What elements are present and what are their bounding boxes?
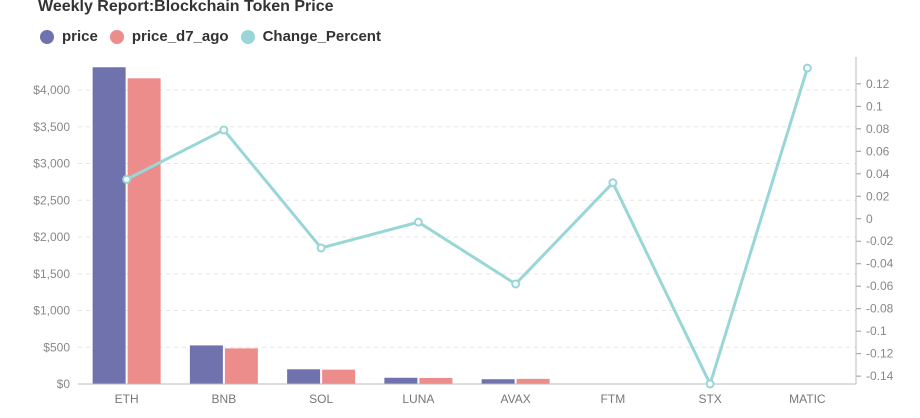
x-tick-label: FTM (601, 392, 626, 406)
legend-label-price-d7-ago: price_d7_ago (131, 28, 229, 45)
y-left-tick-label: $0 (57, 377, 71, 391)
y-right-tick-label: -0.14 (866, 369, 894, 383)
y-right-tick-label: 0.08 (866, 122, 890, 136)
point-change-percent-matic (802, 63, 812, 73)
y-left-tick-label: $500 (43, 340, 70, 354)
bar-price-d7-ago-avax (516, 378, 550, 384)
legend-label-price: price (62, 28, 98, 45)
y-right-tick-label: 0.1 (866, 99, 883, 113)
y-left-tick-label: $3,500 (33, 120, 70, 134)
x-tick-label: BNB (212, 392, 237, 406)
y-right-tick-label: -0.1 (866, 324, 887, 338)
y-right-tick-label: -0.08 (866, 302, 894, 316)
y-left-tick-label: $1,500 (33, 267, 70, 281)
legend-item-price[interactable]: price (40, 28, 98, 45)
y-right-tick-label: 0.04 (866, 167, 890, 181)
y-right-tick-label: -0.06 (866, 279, 894, 293)
chart-title: Weekly Report:Blockchain Token Price (38, 0, 334, 15)
point-change-percent-luna (413, 217, 423, 227)
legend-swatch-change-percent (240, 29, 255, 44)
y-right-tick-label: 0.02 (866, 189, 890, 203)
y-right-tick-label: -0.02 (866, 234, 894, 248)
line-change-percent (125, 67, 809, 386)
y-right-tick-label: -0.12 (866, 347, 894, 361)
point-change-percent-avax (511, 279, 521, 289)
x-tick-label: LUNA (402, 392, 434, 406)
x-tick-label: ETH (115, 392, 139, 406)
bar-price-eth (92, 67, 126, 385)
x-tick-label: MATIC (789, 392, 826, 406)
y-right-tick-label: 0.12 (866, 77, 890, 91)
point-change-percent-ftm (608, 178, 618, 188)
x-tick-label: STX (698, 392, 721, 406)
y-right-tick-label: 0.06 (866, 144, 890, 158)
bar-price-d7-ago-luna (419, 377, 453, 384)
point-change-percent-bnb (219, 125, 229, 135)
bar-price-d7-ago-sol (322, 369, 356, 384)
y-right-tick-label: 0 (866, 212, 873, 226)
y-left-tick-label: $4,000 (33, 83, 70, 97)
point-change-percent-eth (122, 174, 132, 184)
y-left-tick-label: $2,000 (33, 230, 70, 244)
point-change-percent-sol (316, 243, 326, 253)
legend-swatch-price-d7-ago (109, 29, 124, 44)
x-tick-label: SOL (309, 392, 333, 406)
bar-price-sol (287, 369, 321, 384)
bar-price-d7-ago-eth (127, 78, 161, 385)
bar-price-d7-ago-bnb (224, 348, 258, 384)
y-right-tick-label: -0.04 (866, 257, 894, 271)
y-left-tick-label: $1,000 (33, 304, 70, 318)
bar-price-luna (384, 377, 418, 384)
x-tick-label: AVAX (501, 392, 531, 406)
legend-label-change-percent: Change_Percent (262, 28, 381, 45)
point-change-percent-stx (705, 379, 715, 389)
legend-swatch-price (40, 29, 54, 44)
legend-item-price-d7-ago[interactable]: price_d7_ago (109, 28, 229, 45)
bar-price-avax (481, 379, 515, 384)
legend-item-change-percent[interactable]: Change_Percent (240, 28, 381, 45)
legend: price price_d7_ago Change_Percent (40, 28, 381, 45)
bar-price-bnb (189, 345, 223, 384)
y-left-tick-label: $2,500 (33, 193, 70, 207)
y-left-tick-label: $3,000 (33, 157, 70, 171)
